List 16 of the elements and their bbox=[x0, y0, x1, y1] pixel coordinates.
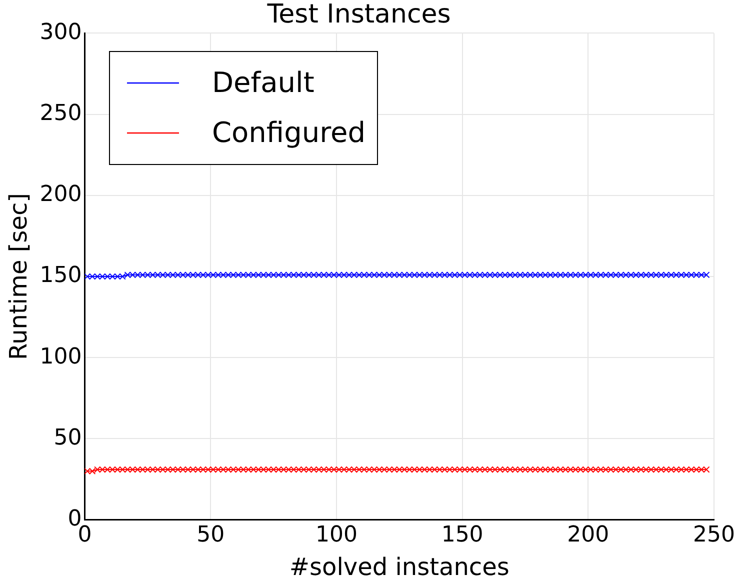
y-tick-label: 150 bbox=[40, 263, 82, 288]
x-tick-label: 150 bbox=[441, 522, 484, 548]
y-tick-label: 50 bbox=[54, 425, 82, 450]
legend-label: Default bbox=[212, 65, 314, 101]
x-tick-label: 200 bbox=[567, 522, 610, 548]
y-tick-label: 100 bbox=[40, 344, 82, 370]
y-tick-label: 300 bbox=[40, 20, 82, 45]
x-tick-label: 250 bbox=[693, 522, 735, 548]
y-tick-label: 200 bbox=[40, 182, 82, 208]
y-axis-title: Runtime [sec] bbox=[4, 192, 33, 360]
chart-title: Test Instances bbox=[266, 0, 451, 30]
legend-label: Configured bbox=[212, 115, 366, 151]
x-tick-label: 50 bbox=[196, 522, 225, 548]
x-tick-label: 100 bbox=[315, 522, 358, 548]
y-tick-label: 250 bbox=[40, 101, 82, 126]
x-axis-title: #solved instances bbox=[289, 552, 510, 581]
